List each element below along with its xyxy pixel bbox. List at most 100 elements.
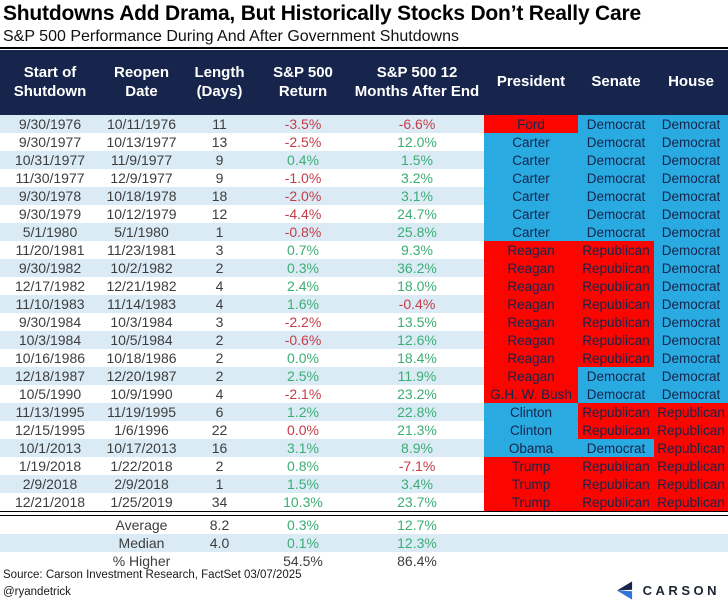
- cell-reopen-date: 12/20/1987: [106, 368, 177, 384]
- cell-start-date: 10/5/1990: [18, 386, 82, 402]
- cell-house: Republican: [654, 439, 728, 457]
- header-cell-length-days: Length (Days): [194, 63, 245, 100]
- cell-reopen-date: 10/12/1979: [106, 206, 177, 222]
- header-cell-senate: Senate: [591, 73, 641, 91]
- cell-house: Democrat: [654, 385, 728, 403]
- header-cell-president: President: [496, 73, 566, 91]
- cell-house: Democrat: [654, 169, 728, 187]
- cell-president: Clinton: [484, 421, 578, 439]
- cell-start-date: 9/30/1977: [18, 134, 82, 150]
- cell-sp500-return: -4.4%: [284, 206, 322, 222]
- cell-sp500-12m-after: 24.7%: [397, 206, 437, 222]
- summary-sp500-return: 0.1%: [287, 534, 319, 551]
- cell-sp500-return: -2.1%: [284, 386, 322, 402]
- cell-reopen-date: 1/25/2019: [110, 494, 173, 510]
- cell-senate: Republican: [578, 403, 654, 421]
- cell-senate: Democrat: [578, 385, 654, 403]
- summary-length-days: 4.0: [209, 534, 230, 551]
- cell-sp500-return: 0.7%: [287, 242, 319, 258]
- cell-start-date: 9/30/1982: [18, 260, 82, 276]
- cell-sp500-12m-after: 3.4%: [401, 476, 433, 492]
- cell-house: Republican: [654, 475, 728, 493]
- cell-sp500-return: 2.5%: [287, 368, 319, 384]
- cell-reopen-date: 10/5/1984: [110, 332, 173, 348]
- table-summary: Average 8.2 0.3% 12.7% Median 4.0 0.1% 12.3%% H…: [0, 515, 728, 570]
- table-row: 11/20/1981 11/23/1981 3 0.7% 9.3% Reagan Repub…: [0, 241, 728, 259]
- cell-house: Democrat: [654, 259, 728, 277]
- cell-length-days: 2: [215, 368, 224, 384]
- summary-row: Median 4.0 0.1% 12.3%: [0, 533, 728, 552]
- table-row: 12/15/1995 1/6/1996 22 0.0% 21.3% Clinton Repu…: [0, 421, 728, 439]
- cell-senate: Democrat: [578, 223, 654, 241]
- cell-sp500-return: 1.6%: [287, 296, 319, 312]
- cell-length-days: 12: [211, 206, 228, 222]
- cell-start-date: 11/13/1995: [15, 404, 85, 420]
- cell-president: Reagan: [484, 241, 578, 259]
- cell-length-days: 4: [215, 296, 224, 312]
- cell-start-date: 12/18/1987: [14, 368, 86, 384]
- cell-sp500-return: 0.0%: [287, 350, 319, 366]
- cell-sp500-return: -0.6%: [284, 332, 322, 348]
- cell-house: Democrat: [654, 349, 728, 367]
- cell-senate: Republican: [578, 421, 654, 439]
- summary-row: % Higher 54.5% 86.4%: [0, 551, 728, 570]
- cell-start-date: 11/20/1981: [15, 242, 85, 258]
- cell-length-days: 9: [215, 170, 224, 186]
- table-body: 9/30/1976 10/11/1976 11 -3.5% -6.6% Ford Democ…: [0, 115, 728, 511]
- cell-president: Reagan: [484, 349, 578, 367]
- cell-start-date: 10/1/2013: [18, 440, 82, 456]
- summary-sp500-12m-after: 12.7%: [397, 516, 437, 533]
- table-row: 12/17/1982 12/21/1982 4 2.4% 18.0% Reagan Repu…: [0, 277, 728, 295]
- summary-sp500-12m-after: 12.3%: [397, 534, 437, 551]
- twitter-handle: @ryandetrick: [3, 586, 71, 598]
- cell-senate: Republican: [578, 241, 654, 259]
- cell-sp500-12m-after: 9.3%: [401, 242, 433, 258]
- cell-reopen-date: 1/6/1996: [114, 422, 169, 438]
- cell-start-date: 9/30/1978: [18, 188, 82, 204]
- cell-house: Democrat: [654, 331, 728, 349]
- cell-president: Clinton: [484, 403, 578, 421]
- cell-house: Democrat: [654, 367, 728, 385]
- cell-start-date: 2/9/2018: [22, 476, 78, 492]
- header-cell-start-of-shutdown: Start of Shutdown: [13, 63, 87, 100]
- cell-president: Trump: [484, 475, 578, 493]
- cell-senate: Republican: [578, 475, 654, 493]
- cell-start-date: 12/15/1995: [14, 422, 86, 438]
- cell-house: Democrat: [654, 241, 728, 259]
- header-cell-reopen-date: Reopen Date: [113, 63, 169, 100]
- cell-president: Carter: [484, 187, 578, 205]
- cell-senate: Democrat: [578, 169, 654, 187]
- cell-house: Republican: [654, 421, 728, 439]
- carson-logo: CARSON: [615, 580, 720, 601]
- table-row: 11/30/1977 12/9/1977 9 -1.0% 3.2% Carter Democ…: [0, 169, 728, 187]
- cell-reopen-date: 12/9/1977: [110, 170, 173, 186]
- cell-reopen-date: 10/18/1978: [106, 188, 177, 204]
- cell-senate: Democrat: [578, 439, 654, 457]
- cell-house: Democrat: [654, 277, 728, 295]
- table-row: 9/30/1976 10/11/1976 11 -3.5% -6.6% Ford Democ…: [0, 115, 728, 133]
- table-row: 10/1/2013 10/17/2013 16 3.1% 8.9% Obama Democr…: [0, 439, 728, 457]
- cell-sp500-return: -3.5%: [284, 116, 322, 132]
- cell-sp500-return: 10.3%: [283, 494, 323, 510]
- table-row: 9/30/1982 10/2/1982 2 0.3% 36.2% Reagan Republ…: [0, 259, 728, 277]
- cell-senate: Republican: [578, 259, 654, 277]
- summary-sp500-return: 54.5%: [283, 552, 323, 569]
- cell-sp500-12m-after: 13.5%: [397, 314, 437, 330]
- cell-reopen-date: 11/14/1983: [106, 296, 177, 312]
- cell-house: Democrat: [654, 313, 728, 331]
- cell-sp500-return: 1.2%: [287, 404, 319, 420]
- cell-house: Republican: [654, 403, 728, 421]
- cell-sp500-12m-after: 25.8%: [397, 224, 437, 240]
- summary-label: Average: [115, 516, 168, 533]
- cell-reopen-date: 10/17/2013: [106, 440, 177, 456]
- cell-sp500-12m-after: 23.2%: [397, 386, 437, 402]
- cell-reopen-date: 11/19/1995: [106, 404, 177, 420]
- cell-senate: Democrat: [578, 205, 654, 223]
- cell-senate: Democrat: [578, 367, 654, 385]
- cell-sp500-12m-after: 23.7%: [397, 494, 437, 510]
- cell-start-date: 10/31/1977: [14, 152, 86, 168]
- cell-president: Carter: [484, 223, 578, 241]
- cell-reopen-date: 11/23/1981: [106, 242, 177, 258]
- cell-start-date: 12/21/2018: [14, 494, 86, 510]
- cell-sp500-return: -0.8%: [284, 224, 322, 240]
